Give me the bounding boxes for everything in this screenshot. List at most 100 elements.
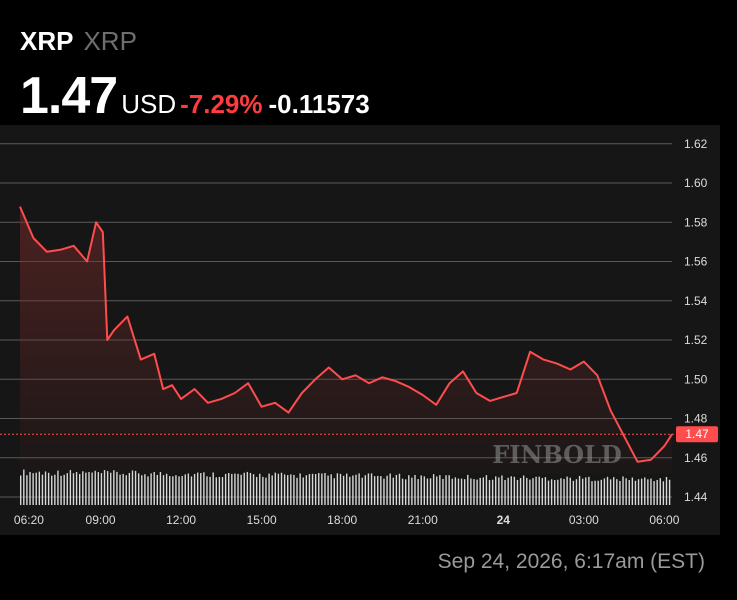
volume-bar — [246, 471, 249, 505]
x-tick-label: 06:20 — [14, 513, 44, 527]
volume-bar — [417, 479, 419, 505]
volume-bar — [259, 473, 261, 505]
volume-bar — [550, 479, 553, 505]
volume-bar — [510, 476, 512, 505]
volume-bar — [85, 472, 87, 505]
volume-bar — [597, 480, 599, 505]
volume-bar — [560, 478, 562, 505]
volume-bar — [237, 473, 239, 505]
price-line — [19, 206, 673, 463]
volume-bar — [91, 472, 93, 505]
current-price: 1.47 — [20, 67, 118, 125]
y-axis: 1.62 1.60 1.58 1.56 1.54 1.52 1.50 1.48 1.46 1.44 — [684, 137, 708, 504]
volume-bar — [668, 479, 671, 505]
volume-bar — [644, 477, 646, 505]
volume-bar — [355, 474, 357, 505]
volume-bars — [20, 469, 671, 505]
volume-bar — [339, 473, 342, 505]
volume-bar — [467, 474, 469, 505]
volume-bar — [51, 475, 53, 505]
volume-bar — [203, 472, 205, 505]
volume-bar — [585, 477, 587, 505]
volume-bar — [302, 477, 304, 505]
volume-bar — [141, 475, 143, 505]
volume-bar — [389, 473, 391, 505]
volume-bar — [591, 481, 593, 505]
volume-bar — [287, 475, 289, 505]
volume-bar — [41, 474, 44, 505]
y-tick-label: 1.56 — [684, 255, 708, 269]
volume-bar — [392, 477, 394, 505]
volume-bar — [137, 473, 140, 505]
volume-bar — [637, 479, 640, 505]
volume-bar — [336, 473, 339, 505]
volume-bar — [361, 477, 363, 505]
volume-bar — [600, 479, 602, 505]
volume-bar — [262, 476, 264, 505]
volume-bar — [628, 479, 630, 505]
volume-bar — [516, 479, 519, 505]
volume-bar — [547, 480, 550, 505]
x-tick-label: 15:00 — [247, 513, 277, 527]
volume-bar — [616, 479, 618, 505]
volume-bar — [333, 478, 335, 505]
volume-bar — [563, 478, 565, 505]
volume-bar — [619, 480, 621, 505]
volume-bar — [318, 473, 320, 505]
volume-bar — [653, 481, 655, 505]
y-tick-label: 1.54 — [684, 294, 708, 308]
volume-bar — [609, 479, 612, 505]
volume-bar — [346, 473, 348, 505]
current-price-badge-label: 1.47 — [685, 427, 709, 441]
volume-bar — [594, 480, 596, 505]
volume-bar — [57, 470, 59, 505]
volume-bar — [82, 471, 84, 505]
volume-bar — [268, 473, 270, 505]
volume-bar — [190, 476, 193, 505]
volume-bar — [460, 478, 463, 505]
x-axis: 06:20 09:00 12:00 15:00 18:00 21:00 24 03:00 06:… — [14, 513, 680, 527]
volume-bar — [224, 473, 227, 505]
y-tick-label: 1.48 — [684, 412, 708, 426]
volume-bar — [231, 473, 233, 505]
volume-bar — [659, 478, 661, 505]
volume-bar — [414, 474, 416, 505]
chart-panel: FINBOLD 1.62 1.60 1.58 1.56 1.54 1.52 1.50 1.48… — [0, 125, 720, 535]
volume-bar — [54, 474, 56, 505]
price-row: 1.47 USD -7.29% -0.11573 — [20, 66, 370, 126]
volume-bar — [293, 474, 295, 505]
current-price-badge: 1.47 — [676, 426, 718, 443]
x-tick-label: 12:00 — [166, 513, 196, 527]
volume-bar — [252, 474, 255, 505]
volume-bar — [100, 473, 103, 505]
volume-bar — [367, 473, 370, 505]
volume-bar — [554, 480, 556, 505]
volume-bar — [311, 473, 314, 505]
volume-bar — [401, 478, 404, 505]
ticker-row: XRP XRP — [20, 26, 137, 57]
volume-bar — [373, 476, 376, 505]
volume-bar — [243, 472, 245, 505]
x-tick-label: 09:00 — [86, 513, 116, 527]
volume-bar — [280, 472, 283, 505]
volume-bar — [463, 479, 466, 505]
volume-bar — [662, 481, 665, 505]
volume-bar — [522, 475, 525, 505]
volume-bar — [442, 478, 444, 505]
volume-bar — [88, 471, 90, 505]
volume-bar — [476, 479, 478, 505]
volume-bar — [165, 473, 168, 505]
volume-bar — [265, 477, 267, 505]
volume-bar — [60, 475, 62, 505]
volume-bar — [411, 477, 413, 505]
volume-bar — [569, 477, 571, 505]
volume-bar — [228, 472, 230, 505]
volume-bar — [429, 478, 432, 505]
volume-bar — [44, 471, 47, 505]
volume-bar — [538, 476, 540, 505]
volume-bar — [498, 477, 500, 505]
volume-bar — [29, 471, 31, 505]
volume-bar — [485, 475, 488, 505]
volume-bar — [196, 472, 199, 505]
volume-bar — [557, 479, 559, 505]
